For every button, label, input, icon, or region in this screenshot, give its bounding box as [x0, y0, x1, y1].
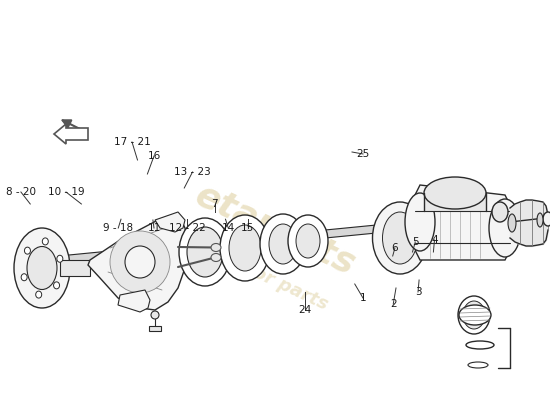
Ellipse shape: [372, 202, 427, 274]
Ellipse shape: [543, 212, 550, 226]
Text: 10 - 19: 10 - 19: [48, 187, 84, 197]
Ellipse shape: [489, 199, 521, 257]
Ellipse shape: [508, 214, 516, 232]
Ellipse shape: [179, 218, 231, 286]
Ellipse shape: [424, 177, 486, 209]
Text: 17 - 21: 17 - 21: [114, 137, 150, 147]
Ellipse shape: [53, 282, 59, 289]
Ellipse shape: [405, 193, 435, 251]
Ellipse shape: [468, 362, 488, 368]
Text: 12 - 22: 12 - 22: [169, 223, 205, 233]
Ellipse shape: [466, 341, 494, 349]
Ellipse shape: [260, 214, 306, 274]
Polygon shape: [88, 215, 188, 310]
Polygon shape: [54, 124, 88, 144]
Ellipse shape: [24, 247, 30, 254]
Text: 25: 25: [356, 149, 370, 159]
Ellipse shape: [458, 296, 490, 334]
Ellipse shape: [42, 238, 48, 245]
Polygon shape: [118, 290, 150, 312]
Text: 3: 3: [415, 287, 421, 297]
Bar: [424, 193, 486, 211]
Ellipse shape: [36, 291, 42, 298]
Text: 9 - 18: 9 - 18: [103, 223, 133, 233]
Ellipse shape: [537, 213, 543, 227]
Ellipse shape: [14, 228, 70, 308]
Text: 5: 5: [412, 237, 419, 247]
Text: 2: 2: [390, 299, 397, 309]
Ellipse shape: [125, 246, 155, 278]
Text: 6: 6: [392, 243, 398, 253]
Ellipse shape: [459, 305, 491, 325]
Ellipse shape: [382, 212, 417, 264]
Ellipse shape: [211, 254, 221, 262]
Ellipse shape: [288, 215, 328, 267]
Polygon shape: [28, 211, 520, 267]
Text: 4: 4: [431, 235, 438, 245]
Text: 7: 7: [211, 199, 218, 209]
Ellipse shape: [296, 224, 320, 258]
Ellipse shape: [211, 244, 221, 252]
Text: 14: 14: [222, 223, 235, 233]
Ellipse shape: [220, 215, 270, 281]
Text: a passion for parts: a passion for parts: [150, 216, 331, 314]
Ellipse shape: [57, 255, 63, 262]
Ellipse shape: [187, 227, 223, 277]
Bar: [149, 326, 161, 331]
Ellipse shape: [151, 311, 159, 319]
Ellipse shape: [492, 202, 508, 222]
Text: 24: 24: [299, 305, 312, 315]
Text: 15: 15: [241, 223, 254, 233]
Text: 13 - 23: 13 - 23: [174, 167, 211, 177]
Text: 8 - 20: 8 - 20: [6, 187, 36, 197]
Ellipse shape: [21, 274, 27, 281]
Ellipse shape: [229, 225, 261, 271]
Bar: [60, 260, 90, 276]
Ellipse shape: [110, 231, 170, 293]
Polygon shape: [415, 185, 510, 260]
Ellipse shape: [269, 224, 297, 264]
Text: 1: 1: [360, 293, 366, 303]
Ellipse shape: [463, 301, 485, 329]
Ellipse shape: [27, 246, 57, 290]
Polygon shape: [155, 212, 185, 232]
Text: 16: 16: [147, 151, 161, 161]
Text: etaparts: etaparts: [189, 178, 361, 282]
Text: 11: 11: [147, 223, 161, 233]
